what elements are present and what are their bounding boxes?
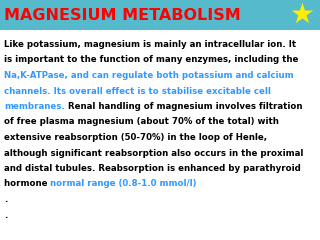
Text: of free plasma magnesium (about 70% of the total) with: of free plasma magnesium (about 70% of t… xyxy=(4,118,279,126)
Text: channels. Its overall effect is to stabilise excitable cell: channels. Its overall effect is to stabi… xyxy=(4,86,271,96)
Text: normal range (0.8-1.0 mmol/l): normal range (0.8-1.0 mmol/l) xyxy=(51,180,197,188)
Text: is important to the function of many enzymes, including the: is important to the function of many enz… xyxy=(4,55,298,65)
Text: .: . xyxy=(4,210,7,220)
Text: and distal tubules. Reabsorption is enhanced by parathyroid: and distal tubules. Reabsorption is enha… xyxy=(4,164,301,173)
Text: extensive reabsorption (50-70%) in the loop of Henle,: extensive reabsorption (50-70%) in the l… xyxy=(4,133,267,142)
Text: ★: ★ xyxy=(290,1,315,29)
Text: Renal handling of magnesium involves filtration: Renal handling of magnesium involves fil… xyxy=(65,102,302,111)
Text: hormone: hormone xyxy=(4,180,51,188)
Text: .: . xyxy=(4,195,7,204)
Text: membranes.: membranes. xyxy=(4,102,65,111)
Bar xyxy=(0,0,320,30)
Text: Na,K-ATPase, and can regulate both potassium and calcium: Na,K-ATPase, and can regulate both potas… xyxy=(4,71,294,80)
Text: MAGNESIUM METABOLISM: MAGNESIUM METABOLISM xyxy=(4,7,241,23)
Text: although significant reabsorption also occurs in the proximal: although significant reabsorption also o… xyxy=(4,149,303,157)
Text: Like potassium, magnesium is mainly an intracellular ion. It: Like potassium, magnesium is mainly an i… xyxy=(4,40,296,49)
